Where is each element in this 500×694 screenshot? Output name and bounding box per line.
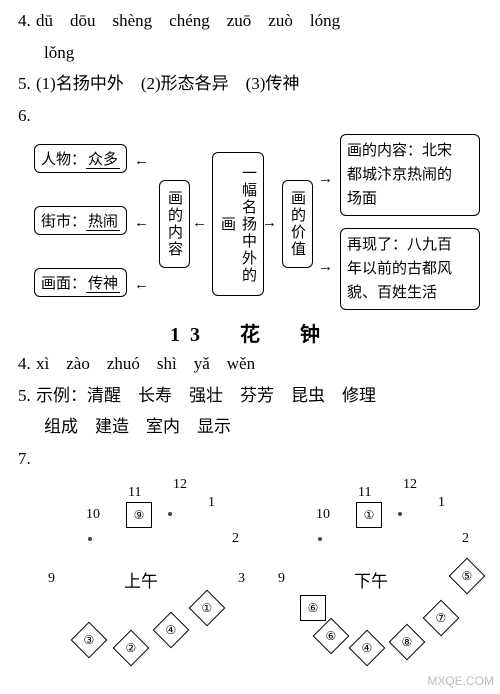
q6-r2-l1: 再现了：八九百 (347, 233, 473, 257)
pm-12: 12 (403, 477, 417, 493)
q6-left2-label: 街市： (41, 214, 86, 230)
q6-left-box-1: 人物：众多 (34, 144, 127, 173)
pm-sq4-t: ④ (362, 640, 373, 655)
q6-r1-l1: 画的内容：北宋 (347, 139, 473, 163)
pm-label: 下午 (354, 567, 388, 592)
pm-sq6b-t: ⑥ (326, 628, 337, 643)
pm-sq8: ⑧ (389, 624, 426, 661)
q6-right2: 再现了：八九百 年以前的古都风 貌、百姓生活 (340, 228, 480, 310)
pm-1: 1 (438, 495, 445, 511)
arrow-r2: → (318, 260, 333, 275)
pm-sq5-t: ⑤ (462, 568, 473, 583)
arrow-l1: ← (134, 154, 149, 169)
pm-dot2 (398, 512, 402, 516)
am-sq4: ④ (153, 612, 190, 649)
s4-pinyin: xì zào zhuó shì yǎ wěn (36, 354, 255, 373)
am-11: 11 (128, 485, 141, 501)
am-dot2 (168, 512, 172, 516)
pm-sq1-t: ① (364, 508, 375, 523)
s7-num: 7. (18, 446, 36, 472)
pm-sq4: ④ (349, 630, 386, 667)
am-sq3-t: ③ (84, 632, 95, 647)
am-9: 9 (48, 571, 55, 587)
am-label: 上午 (124, 567, 158, 592)
arrow-r1: → (318, 172, 333, 187)
q5-line: 5.(1)名扬中外 (2)形态各异 (3)传神 (18, 71, 482, 97)
s5-line2: 组成 建造 室内 显示 (18, 414, 482, 440)
q6-r2-l2: 年以前的古都风 (347, 257, 473, 281)
clock-am: 12 1 2 3 9 10 11 上午 ⑨ ③ ② ④ ① (28, 477, 248, 667)
s7-num-line: 7. (18, 446, 482, 472)
s4-line: 4.xì zào zhuó shì yǎ wěn (18, 351, 482, 377)
am-dot1 (88, 537, 92, 541)
pm-sq6b: ⑥ (313, 618, 350, 655)
am-sq4-t: ④ (166, 622, 177, 637)
am-sq2-t: ② (126, 640, 137, 655)
q4-pinyin1: dū dōu shèng chéng zuō zuò lóng (36, 11, 340, 30)
am-sq2: ② (113, 630, 150, 667)
q6-left1-label: 人物： (41, 152, 86, 168)
am-10: 10 (86, 507, 100, 523)
am-sq1-t: ① (202, 600, 213, 615)
pm-2: 2 (462, 531, 469, 547)
am-1: 1 (208, 495, 215, 511)
am-sq1: ① (189, 590, 226, 627)
pm-sq8-t: ⑧ (402, 634, 413, 649)
sec13-num: 13 (170, 324, 210, 346)
clocks-wrap: 12 1 2 3 9 10 11 上午 ⑨ ③ ② ④ ① 12 1 2 9 1… (18, 477, 482, 667)
q4-pinyin2: lǒng (44, 43, 74, 62)
pm-10: 10 (316, 507, 330, 523)
pm-sq1: ① (356, 502, 382, 528)
am-2: 2 (232, 531, 239, 547)
arrow-m2: → (262, 216, 277, 231)
s4-num: 4. (18, 351, 36, 377)
pm-11: 11 (358, 485, 371, 501)
q6-center: 一幅名扬中外的画 (212, 152, 264, 296)
pm-dot1 (318, 537, 322, 541)
s5-l1: 示例：清醒 长寿 强壮 芬芳 昆虫 修理 (36, 386, 376, 405)
pm-sq5: ⑤ (449, 558, 486, 595)
q6-left3-ans: 传神 (86, 276, 120, 293)
am-3: 3 (238, 571, 245, 587)
pm-sq6-t: ⑥ (308, 601, 319, 616)
q5-num: 5. (18, 71, 36, 97)
q6-mid1: 画的内容 (159, 180, 190, 268)
am-sq9-t: ⑨ (134, 508, 145, 523)
q6-diagram: 人物：众多 街市：热闹 画面：传神 ← ← ← 画的内容 ← 一幅名扬中外的画 … (34, 134, 482, 314)
q4-line2: lǒng (18, 40, 482, 66)
q6-r1-l2: 都城汴京热闹的 (347, 163, 473, 187)
pm-9: 9 (278, 571, 285, 587)
pm-sq6: ⑥ (300, 595, 326, 621)
q6-mid2: 画的价值 (282, 180, 313, 268)
pm-sq7-t: ⑦ (436, 610, 447, 625)
arrow-l3: ← (134, 278, 149, 293)
q4-num: 4. (18, 8, 36, 34)
arrow-l2: ← (134, 216, 149, 231)
q6-num-line: 6. (18, 103, 482, 129)
q6-r1-l3: 场面 (347, 187, 473, 211)
s5-l2: 组成 建造 室内 显示 (44, 417, 231, 436)
am-12: 12 (173, 477, 187, 493)
q6-right1: 画的内容：北宋 都城汴京热闹的 场面 (340, 134, 480, 216)
q6-left2-ans: 热闹 (86, 214, 120, 231)
q6-r2-l3: 貌、百姓生活 (347, 281, 473, 305)
q6-left3-label: 画面： (41, 276, 86, 292)
q6-num: 6. (18, 103, 36, 129)
s5-num: 5. (18, 383, 36, 409)
sec13-title: 花 钟 (240, 324, 330, 346)
q6-left-box-3: 画面：传神 (34, 268, 127, 297)
q6-left-box-2: 街市：热闹 (34, 206, 127, 235)
am-sq3: ③ (71, 622, 108, 659)
q5-text: (1)名扬中外 (2)形态各异 (3)传神 (36, 74, 299, 93)
am-sq9: ⑨ (126, 502, 152, 528)
arrow-m1: ← (192, 216, 207, 231)
watermark: MXQE.COM (427, 674, 494, 688)
clock-pm: 12 1 2 9 10 11 下午 ① ⑤ ⑦ ⑧ ④ ⑥ ⑥ (258, 477, 478, 667)
q4-line1: 4.dū dōu shèng chéng zuō zuò lóng (18, 8, 482, 34)
q6-left1-ans: 众多 (86, 152, 120, 169)
s5-line1: 5.示例：清醒 长寿 强壮 芬芳 昆虫 修理 (18, 383, 482, 409)
section-13-heading: 13 花 钟 (18, 318, 482, 347)
pm-sq7: ⑦ (423, 600, 460, 637)
